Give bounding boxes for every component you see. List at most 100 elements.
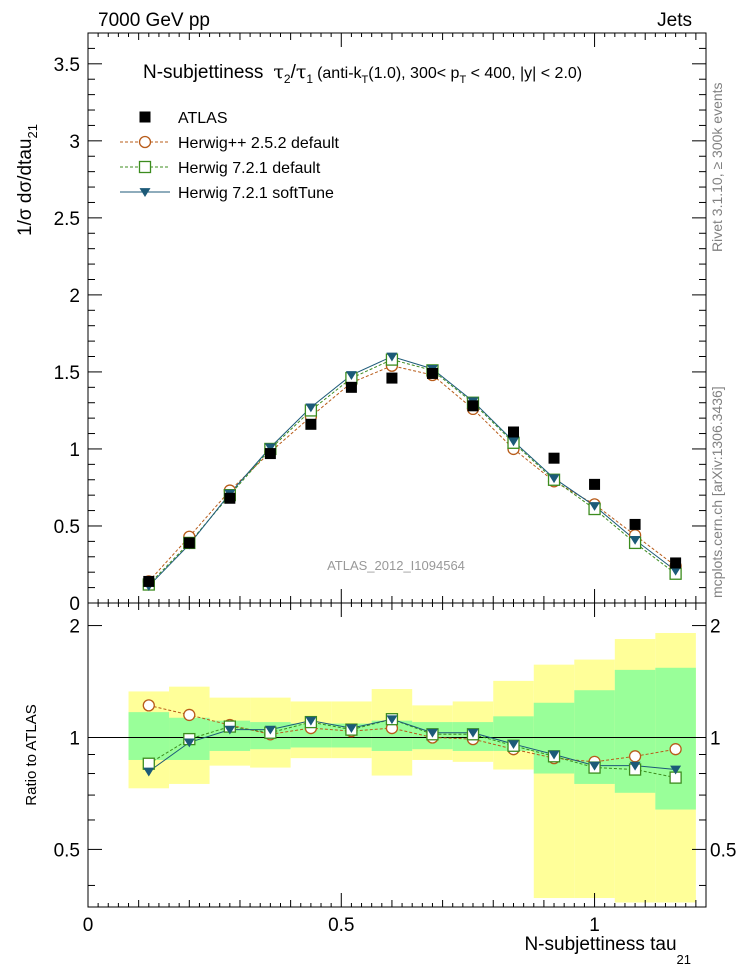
title-tau2: τ xyxy=(273,61,284,83)
main-point-3-13 xyxy=(670,566,682,576)
ratio-uncertainty-bands xyxy=(128,633,696,903)
ratio-point-2-9 xyxy=(508,740,520,750)
y-tick-label-3: 1.5 xyxy=(54,363,80,384)
ratio-point-0-0 xyxy=(142,699,155,712)
ratio-y-tick-label-left-0: 0.5 xyxy=(54,840,80,861)
ratio-point-2-10 xyxy=(548,750,560,760)
y-axis-label-sub: 21 xyxy=(25,124,40,138)
ratio-point-2-2 xyxy=(224,725,236,735)
main-point-0-0 xyxy=(143,575,155,587)
main-point-0-11 xyxy=(589,478,601,490)
main-point-0-3 xyxy=(264,448,276,460)
legend-marker-2 xyxy=(138,160,152,174)
ratio-y-tick-label-right-1: 1 xyxy=(710,728,721,749)
ratio-point-2-6 xyxy=(386,715,398,725)
main-point-0-4 xyxy=(305,418,317,430)
ratio-point-0-1 xyxy=(183,708,196,722)
x-tick-label-0: 0 xyxy=(83,915,94,936)
title-sub1: 1 xyxy=(306,72,313,86)
ratio-band-green-0 xyxy=(128,712,170,760)
main-point-0-1 xyxy=(183,537,195,549)
header-left: 7000 GeV pp xyxy=(98,10,210,31)
y-tick-label-5: 2.5 xyxy=(54,209,80,230)
y-tick-label-2: 1 xyxy=(69,440,80,461)
legend-label-1: Herwig++ 2.5.2 default xyxy=(178,135,340,152)
y-axis-label-main: 1/σ dσ/dtau xyxy=(15,139,36,236)
rivet-label: Rivet 3.1.10, ≥ 300k events xyxy=(709,82,725,252)
ratio-y-tick-label-left-2: 2 xyxy=(69,617,80,638)
title-main: N-subjettiness xyxy=(143,62,263,83)
ratio-point-2-7 xyxy=(426,728,438,738)
main-point-0-10 xyxy=(548,452,560,464)
ratio-line-2 xyxy=(148,718,676,772)
title-slash: / xyxy=(291,62,297,83)
main-line-3 xyxy=(148,355,676,587)
main-point-0-8 xyxy=(467,400,479,412)
main-point-3-4 xyxy=(305,403,317,413)
main-point-3-9 xyxy=(508,437,520,447)
main-point-0-2 xyxy=(224,492,236,504)
x-tick-label-1: 0.5 xyxy=(328,915,354,936)
main-point-3-6 xyxy=(386,352,398,362)
chart-title: N-subjettiness τ2/τ1 (anti-kT(1.0), 300< p… xyxy=(143,61,582,86)
title-tau1: τ xyxy=(296,61,307,83)
ratio-point-0-12 xyxy=(628,750,642,763)
ratio-point-2-8 xyxy=(467,728,479,738)
title-sub2: 2 xyxy=(284,72,291,86)
ratio-y-tick-label-right-0: 0.5 xyxy=(710,840,736,861)
title-sub-t1: T xyxy=(362,74,369,86)
data-markers xyxy=(142,352,682,784)
y-tick-label-1: 0.5 xyxy=(54,517,80,538)
y-axis-label: 1/σ dσ/dtau21 xyxy=(15,124,40,236)
x-axis-label: N-subjettiness tau21 xyxy=(524,934,691,967)
y-tick-label-6: 3 xyxy=(69,132,80,153)
ratio-band-yellow-10 xyxy=(533,664,575,899)
x-axis-label-sub: 21 xyxy=(677,952,691,967)
x-tick-label-2: 1 xyxy=(589,915,600,936)
title-details-b: (1.0), 300< p xyxy=(368,65,459,82)
title-details-a: (anti-k xyxy=(317,65,362,82)
mc-lines xyxy=(148,355,676,779)
main-point-3-5 xyxy=(345,371,357,380)
ratio-y-tick-label-left-1: 1 xyxy=(69,728,80,749)
main-line-2 xyxy=(148,359,676,585)
main-point-0-7 xyxy=(426,367,438,379)
ratio-y-tick-label-right-2: 2 xyxy=(710,617,721,638)
ratio-line-1 xyxy=(148,718,676,779)
ratio-point-2-0 xyxy=(143,767,155,777)
title-sub-t2: T xyxy=(459,74,466,86)
ratio-point-1-0 xyxy=(142,757,155,770)
ratio-line-0 xyxy=(148,704,676,763)
legend: ATLAS Herwig++ 2.5.2 default Herwig 7.2.1 … xyxy=(120,110,340,202)
y-tick-label-4: 2 xyxy=(69,286,80,307)
legend-marker-1 xyxy=(138,135,152,149)
main-point-0-12 xyxy=(629,518,641,530)
y-tick-label-7: 3.5 xyxy=(54,55,80,76)
analysis-watermark: ATLAS_2012_I1094564 xyxy=(327,558,465,573)
ratio-point-2-13 xyxy=(670,765,682,775)
ratio-point-2-5 xyxy=(345,724,357,734)
ratio-point-0-13 xyxy=(669,743,682,756)
main-point-3-12 xyxy=(629,535,641,545)
title-details-c: < 400, |y| < 2.0) xyxy=(466,65,582,82)
main-line-1 xyxy=(148,365,676,582)
legend-label-0: ATLAS xyxy=(178,110,228,127)
legend-marker-3 xyxy=(139,188,151,197)
ratio-point-2-4 xyxy=(305,716,317,726)
mcplots-label: mcplots.cern.ch [arXiv:1306.3436] xyxy=(709,386,725,598)
ratio-y-axis-label: Ratio to ATLAS xyxy=(23,704,40,805)
ratio-band-green-13 xyxy=(655,667,696,810)
x-axis-label-main: N-subjettiness tau xyxy=(524,934,676,955)
legend-label-2: Herwig 7.2.1 default xyxy=(178,160,321,177)
y-tick-label-0: 0 xyxy=(69,594,80,615)
main-point-3-3 xyxy=(264,443,276,453)
ratio-point-2-1 xyxy=(183,738,195,748)
ratio-point-2-12 xyxy=(629,761,641,771)
main-point-0-6 xyxy=(386,372,398,384)
legend-label-3: Herwig 7.2.1 softTune xyxy=(178,185,334,202)
legend-marker-0 xyxy=(139,111,151,123)
ratio-point-2-11 xyxy=(589,761,601,771)
main-point-3-11 xyxy=(589,502,601,511)
